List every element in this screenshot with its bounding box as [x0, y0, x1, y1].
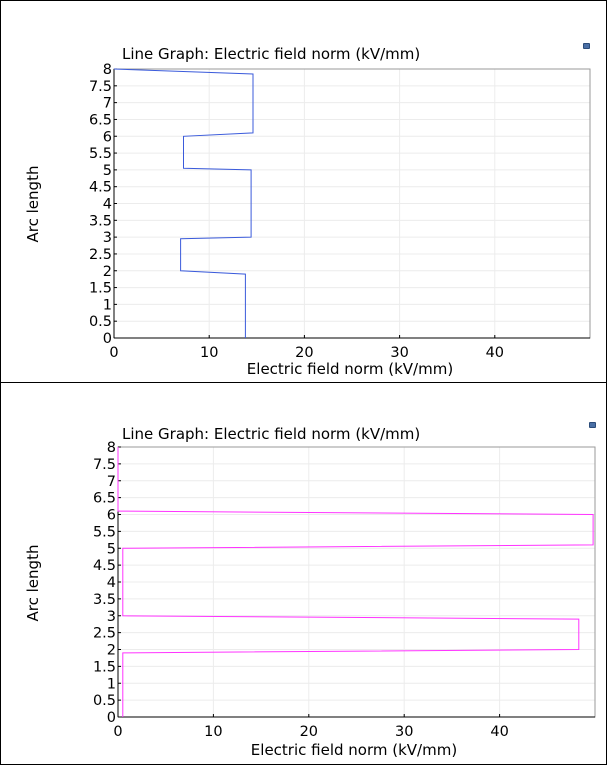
y-tick-label: 2 [107, 643, 116, 659]
x-tick-label: 20 [300, 724, 318, 740]
x-tick-label: 20 [295, 345, 313, 361]
y-tick-label: 2.5 [89, 247, 112, 263]
y-tick-label: 4.5 [89, 180, 112, 196]
y-tick-label: 6 [107, 508, 116, 524]
y-tick-label: 2 [103, 264, 112, 280]
y-tick-label: 1 [107, 676, 116, 692]
y-tick-label: 3 [107, 609, 116, 625]
x-axis-label: Electric field norm (kV/mm) [247, 360, 453, 378]
y-tick-label: 1 [103, 297, 112, 313]
chart-panel-top: Line Graph: Electric field norm (kV/mm) … [0, 0, 607, 383]
y-tick-label: 7.5 [89, 79, 112, 95]
y-tick-label: 7 [103, 96, 112, 112]
x-tick-label: 30 [390, 345, 408, 361]
y-tick-label: 5.5 [93, 524, 116, 540]
y-tick-label: 0 [103, 331, 112, 347]
y-tick-label: 5 [103, 163, 112, 179]
x-tick-label: 0 [113, 724, 122, 740]
chart-title: Line Graph: Electric field norm (kV/mm) [122, 425, 420, 443]
y-tick-label: 1.5 [89, 281, 112, 297]
y-tick-label: 8 [103, 62, 112, 78]
series-line [113, 68, 254, 338]
y-tick-label: 6.5 [89, 112, 112, 128]
y-tick-label: 0.5 [89, 314, 112, 330]
y-tick-label: 3.5 [89, 213, 112, 229]
x-tick-label: 0 [109, 345, 118, 361]
y-tick-label: 4 [103, 197, 112, 213]
x-axis-label: Electric field norm (kV/mm) [251, 741, 457, 759]
x-tick-label: 40 [490, 724, 508, 740]
chart-title: Line Graph: Electric field norm (kV/mm) [122, 45, 420, 63]
y-tick-label: 7 [107, 474, 116, 490]
y-tick-label: 1.5 [93, 659, 116, 675]
x-tick-label: 10 [200, 345, 218, 361]
graph-settings-icon[interactable] [589, 422, 596, 428]
y-axis-label: Arc length [24, 166, 42, 243]
y-tick-label: 7.5 [93, 457, 116, 473]
y-tick-label: 4.5 [93, 558, 116, 574]
x-tick-label: 40 [486, 345, 504, 361]
y-axis-label: Arc length [24, 545, 42, 622]
y-tick-label: 8 [107, 440, 116, 456]
line-graph-top: Line Graph: Electric field norm (kV/mm) … [24, 45, 591, 378]
y-tick-label: 6.5 [93, 491, 116, 507]
y-tick-label: 5 [107, 541, 116, 557]
y-tick-label: 3.5 [93, 592, 116, 608]
chart-panel-bottom: Line Graph: Electric field norm (kV/mm) … [0, 382, 607, 765]
y-tick-label: 3 [103, 230, 112, 246]
x-tick-label: 30 [395, 724, 413, 740]
y-tick-label: 0.5 [93, 693, 116, 709]
y-tick-label: 4 [107, 575, 116, 591]
y-tick-label: 5.5 [89, 146, 112, 162]
x-tick-label: 10 [204, 724, 222, 740]
series-line [117, 447, 594, 717]
graph-settings-icon[interactable] [583, 43, 590, 49]
line-graph-bottom: Line Graph: Electric field norm (kV/mm) … [24, 425, 596, 759]
y-tick-label: 0 [107, 710, 116, 726]
y-tick-label: 6 [103, 129, 112, 145]
y-tick-label: 2.5 [93, 626, 116, 642]
